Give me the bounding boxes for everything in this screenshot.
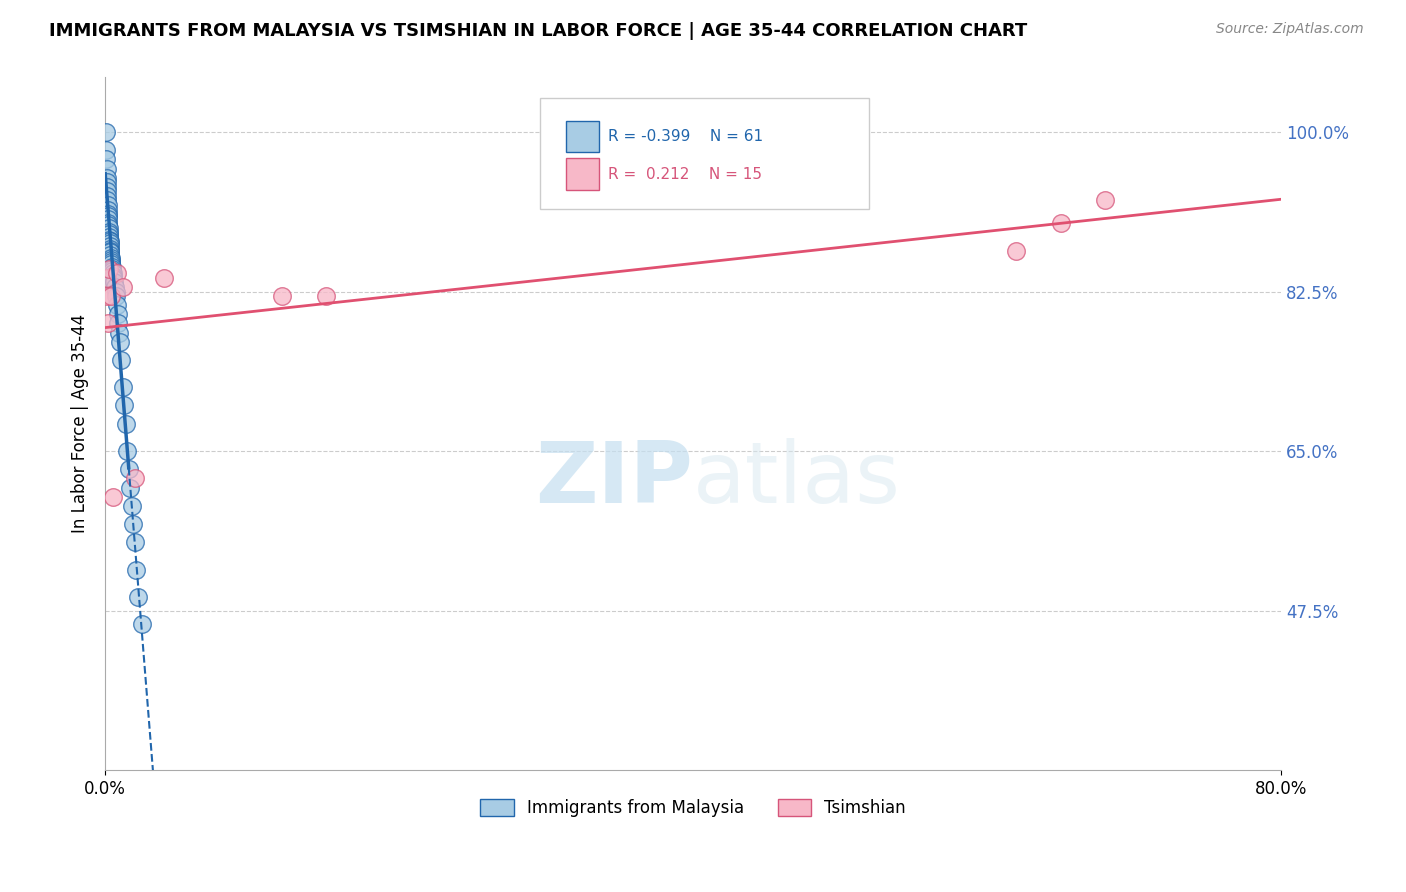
Point [101, 260, 124, 274]
Text: R =  0.212    N = 15: R = 0.212 N = 15 [609, 167, 762, 182]
Point [111, 380, 134, 394]
Text: atlas: atlas [693, 438, 901, 521]
Point [118, 462, 141, 476]
Point [100, 251, 122, 265]
Point [117, 444, 139, 458]
Point [97, 261, 120, 276]
Y-axis label: In Labor Force | Age 35-44: In Labor Force | Age 35-44 [72, 314, 89, 533]
Point [98, 248, 121, 262]
Text: ZIP: ZIP [536, 438, 693, 521]
Text: R = -0.399    N = 61: R = -0.399 N = 61 [609, 129, 763, 145]
Point [98, 235, 121, 249]
Point [94, 144, 117, 158]
Point [98, 245, 121, 260]
Point [107, 317, 129, 331]
Point [96, 189, 118, 203]
Point [105, 298, 128, 312]
Legend: Immigrants from Malaysia, Tsimshian: Immigrants from Malaysia, Tsimshian [474, 792, 912, 824]
Point [96, 289, 118, 303]
Point [97, 207, 120, 221]
Point [98, 236, 121, 251]
Point [97, 227, 120, 242]
Point [105, 289, 128, 303]
Point [1005, 244, 1028, 258]
Point [98, 230, 121, 244]
Point [97, 209, 120, 223]
Point [270, 289, 292, 303]
Point [97, 216, 120, 230]
Point [96, 185, 118, 199]
Point [97, 198, 120, 212]
Point [103, 271, 125, 285]
Point [101, 266, 124, 280]
Point [98, 244, 121, 258]
Point [111, 280, 134, 294]
Point [107, 307, 129, 321]
Text: Source: ZipAtlas.com: Source: ZipAtlas.com [1216, 22, 1364, 37]
FancyBboxPatch shape [567, 121, 599, 153]
Point [97, 218, 120, 232]
Point [96, 179, 118, 194]
Point [96, 161, 118, 176]
Point [97, 225, 120, 239]
Text: IMMIGRANTS FROM MALAYSIA VS TSIMSHIAN IN LABOR FORCE | AGE 35-44 CORRELATION CHA: IMMIGRANTS FROM MALAYSIA VS TSIMSHIAN IN… [49, 22, 1028, 40]
Point [101, 261, 124, 276]
Point [100, 257, 122, 271]
Point [96, 170, 118, 185]
Point [98, 233, 121, 247]
Point [124, 535, 146, 549]
FancyBboxPatch shape [540, 98, 869, 209]
Point [98, 242, 121, 256]
FancyBboxPatch shape [567, 159, 599, 190]
Point [108, 334, 131, 349]
Point [100, 254, 122, 268]
Point [114, 417, 136, 431]
Point [125, 562, 148, 576]
Point [131, 617, 153, 632]
Point [122, 516, 145, 531]
Point [104, 285, 127, 299]
Point [121, 499, 143, 513]
Point [103, 490, 125, 504]
Point [94, 125, 117, 139]
Point [1094, 194, 1116, 208]
Point [124, 471, 146, 485]
Point [103, 276, 125, 290]
Point [97, 317, 120, 331]
Point [101, 269, 124, 284]
Point [315, 289, 337, 303]
Point [101, 263, 124, 277]
Point [120, 481, 142, 495]
Point [97, 211, 120, 226]
Point [98, 239, 121, 253]
Point [153, 271, 176, 285]
Point [1049, 216, 1071, 230]
Point [112, 399, 135, 413]
Point [97, 202, 120, 217]
Point [96, 175, 118, 189]
Point [96, 194, 118, 208]
Point [110, 353, 132, 368]
Point [127, 590, 149, 604]
Point [108, 326, 131, 340]
Point [97, 220, 120, 235]
Point [100, 252, 122, 267]
Point [100, 289, 122, 303]
Point [96, 153, 118, 167]
Point [105, 266, 128, 280]
Point [104, 280, 127, 294]
Point [96, 271, 118, 285]
